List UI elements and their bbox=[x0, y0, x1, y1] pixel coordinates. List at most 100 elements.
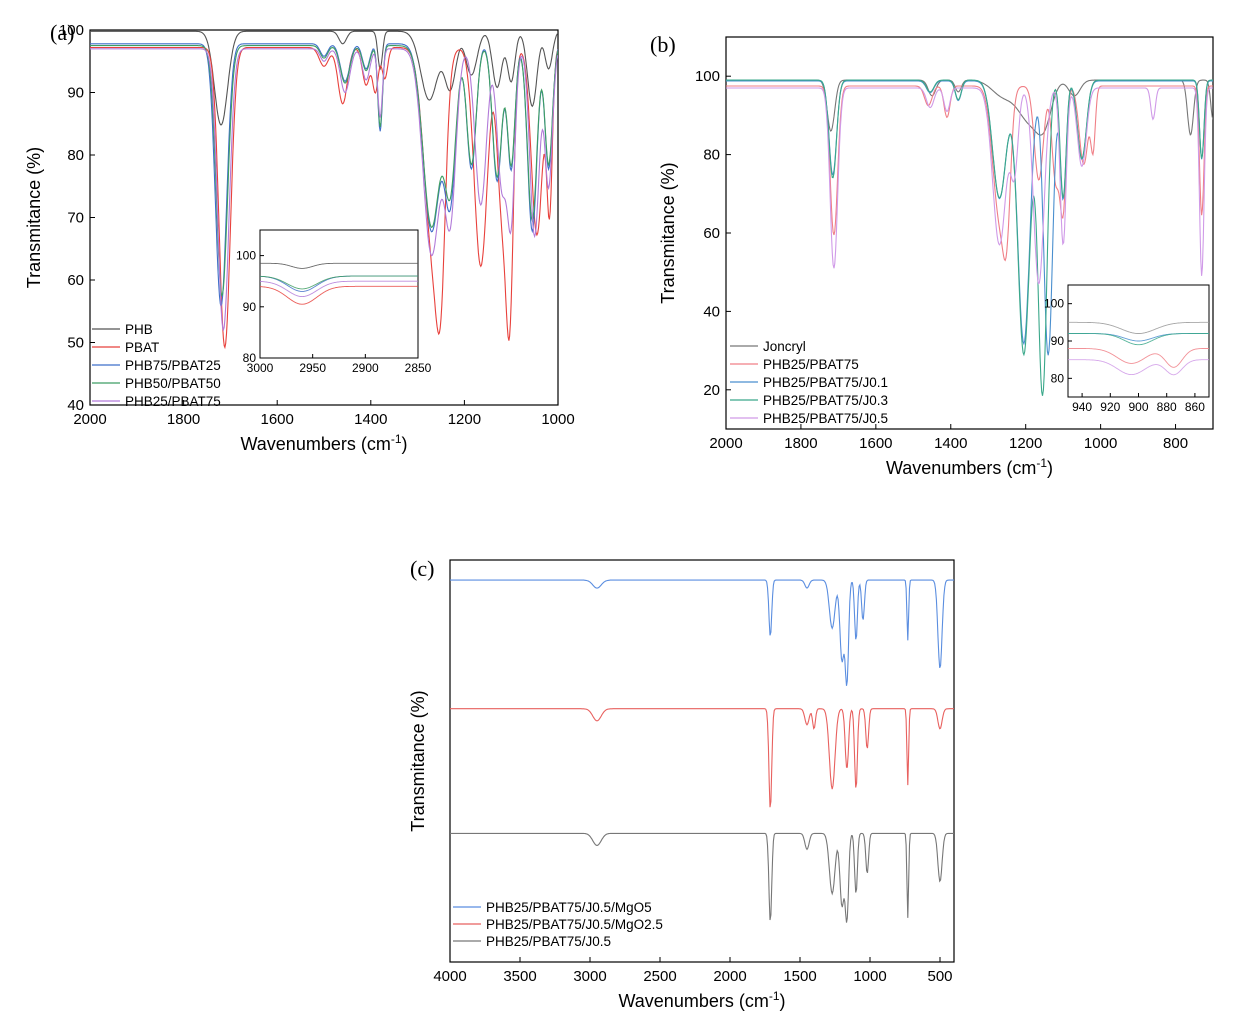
y-tick-label: 20 bbox=[703, 382, 720, 399]
y-axis-title: Transmitance (%) bbox=[408, 690, 428, 831]
inset-series-line-5 bbox=[260, 280, 418, 298]
y-tick-label: 40 bbox=[703, 303, 720, 320]
legend-label: PHB25/PBAT75/J0.1 bbox=[763, 375, 888, 390]
series-line-2 bbox=[726, 85, 1213, 262]
x-tick-label: 1000 bbox=[1084, 435, 1117, 452]
x-tick-label: 1200 bbox=[448, 411, 481, 428]
y-axis-title: Transmitance (%) bbox=[24, 147, 44, 288]
legend-label: PHB25/PBAT75 bbox=[763, 357, 859, 372]
inset-x-tick-label: 940 bbox=[1072, 400, 1092, 414]
series-line-3 bbox=[450, 832, 954, 923]
legend-label: PHB25/PBAT75/J0.5 bbox=[486, 934, 611, 949]
x-tick-label: 800 bbox=[1163, 435, 1188, 452]
series-line-5 bbox=[726, 87, 1213, 285]
inset-series-line-4 bbox=[260, 285, 418, 305]
y-tick-label: 40 bbox=[67, 397, 84, 414]
inset-series-line-3 bbox=[260, 275, 418, 290]
x-tick-label: 1000 bbox=[853, 968, 886, 985]
legend: Joncryl PHB25/PBAT75 PHB25/PBAT75/J0.1 PHB2… bbox=[730, 339, 888, 426]
inset-y-tick-label: 80 bbox=[243, 351, 257, 365]
inset-y-tick-label: 100 bbox=[1044, 297, 1064, 311]
legend-label: PHB25/PBAT75/J0.5/MgO5 bbox=[486, 900, 652, 915]
x-tick-label: 2000 bbox=[73, 411, 106, 428]
x-tick-label: 1600 bbox=[859, 435, 892, 452]
x-tick-label: 1400 bbox=[934, 435, 967, 452]
series-line-1 bbox=[90, 30, 558, 126]
series-line-2 bbox=[90, 46, 558, 350]
series-line-4 bbox=[90, 45, 558, 297]
y-tick-label: 100 bbox=[59, 22, 84, 39]
panel-a: 2000 1800 1600 1400 1200 1000 40 50 60 70 80 90 100 W… bbox=[24, 20, 575, 454]
y-tick-label: 80 bbox=[67, 147, 84, 164]
panel-label: (a) bbox=[50, 20, 74, 45]
legend-label: PHB bbox=[125, 322, 153, 337]
inset-x-tick-label: 880 bbox=[1157, 400, 1177, 414]
plot-frame bbox=[449, 559, 955, 963]
inset-y-tick-label: 90 bbox=[1051, 334, 1065, 348]
x-tick-label: 500 bbox=[927, 968, 952, 985]
x-tick-label: 1400 bbox=[354, 411, 387, 428]
x-axis-title: Wavenumbers (cm-1) bbox=[240, 432, 407, 454]
y-axis-title: Transmitance (%) bbox=[658, 162, 678, 303]
x-tick-label: 3000 bbox=[573, 968, 606, 985]
inset-x-tick-label: 2850 bbox=[405, 361, 432, 375]
legend: PHB PBAT PHB75/PBAT25 PHB50/PBAT50 PHB25/PBA… bbox=[92, 322, 221, 409]
inset-y-tick-label: 100 bbox=[236, 249, 256, 263]
panel-c: 4000 3500 3000 2500 2000 1500 1000 500 Wavenumbe… bbox=[408, 556, 955, 1011]
series-line-4 bbox=[726, 79, 1213, 396]
x-tick-label: 1800 bbox=[784, 435, 817, 452]
y-tick-label: 100 bbox=[695, 68, 720, 85]
y-tick-label: 50 bbox=[67, 335, 84, 352]
x-tick-label: 2000 bbox=[713, 968, 746, 985]
legend-label: PHB50/PBAT50 bbox=[125, 376, 221, 391]
x-tick-label: 2500 bbox=[643, 968, 676, 985]
legend-label: PHB25/PBAT75/J0.5 bbox=[763, 411, 888, 426]
inset-x-tick-label: 2900 bbox=[352, 361, 379, 375]
y-tick-label: 80 bbox=[703, 147, 720, 164]
x-tick-label: 1200 bbox=[1009, 435, 1042, 452]
series-line-5 bbox=[90, 48, 558, 332]
inset-y-tick-label: 90 bbox=[243, 300, 257, 314]
legend-label: PBAT bbox=[125, 340, 159, 355]
series-line-3 bbox=[726, 80, 1213, 356]
inset-x-tick-label: 860 bbox=[1185, 400, 1205, 414]
y-tick-label: 60 bbox=[703, 225, 720, 242]
series-line-1 bbox=[450, 579, 954, 686]
inset-y-tick-label: 80 bbox=[1051, 371, 1065, 385]
inset-x-tick-label: 2950 bbox=[299, 361, 326, 375]
x-tick-label: 1600 bbox=[261, 411, 294, 428]
x-tick-label: 4000 bbox=[433, 968, 466, 985]
inset-series-line-4 bbox=[1068, 348, 1209, 368]
x-axis-title: Wavenumbers (cm-1) bbox=[886, 456, 1053, 478]
inset-series-line-1 bbox=[1068, 321, 1209, 334]
inset-plot: 940 920 900 880 860 80 90 100 bbox=[1044, 284, 1210, 414]
y-tick-label: 60 bbox=[67, 272, 84, 289]
legend-label: PHB75/PBAT25 bbox=[125, 358, 221, 373]
legend-label: PHB25/PBAT75/J0.5/MgO2.5 bbox=[486, 917, 663, 932]
panel-b: 2000 1800 1600 1400 1200 1000 800 20 40 60 80 100 Wa… bbox=[650, 32, 1214, 478]
x-tick-label: 3500 bbox=[503, 968, 536, 985]
inset-series-line-1 bbox=[260, 262, 418, 269]
y-tick-label: 90 bbox=[67, 85, 84, 102]
x-tick-label: 2000 bbox=[709, 435, 742, 452]
panel-label: (c) bbox=[410, 556, 434, 581]
inset-x-tick-label: 900 bbox=[1128, 400, 1148, 414]
x-axis-title: Wavenumbers (cm-1) bbox=[618, 989, 785, 1011]
legend-label: Joncryl bbox=[763, 339, 806, 354]
legend-label: PHB25/PBAT75 bbox=[125, 394, 221, 409]
inset-frame bbox=[259, 229, 419, 359]
inset-series-line-5 bbox=[1068, 359, 1209, 376]
y-tick-label: 70 bbox=[67, 210, 84, 227]
x-tick-label: 1500 bbox=[783, 968, 816, 985]
panel-label: (b) bbox=[650, 32, 676, 57]
inset-x-tick-label: 920 bbox=[1100, 400, 1120, 414]
x-tick-label: 1000 bbox=[541, 411, 574, 428]
x-tick-label: 1800 bbox=[167, 411, 200, 428]
inset-plot: 3000 2950 2900 2850 80 90 100 bbox=[236, 229, 432, 375]
legend-label: PHB25/PBAT75/J0.3 bbox=[763, 393, 888, 408]
inset-x-tick-label: 3000 bbox=[247, 361, 274, 375]
series-line-2 bbox=[450, 708, 954, 808]
legend: PHB25/PBAT75/J0.5/MgO5 PHB25/PBAT75/J0.5/… bbox=[453, 900, 663, 949]
inset-series-line-3 bbox=[1068, 333, 1209, 346]
